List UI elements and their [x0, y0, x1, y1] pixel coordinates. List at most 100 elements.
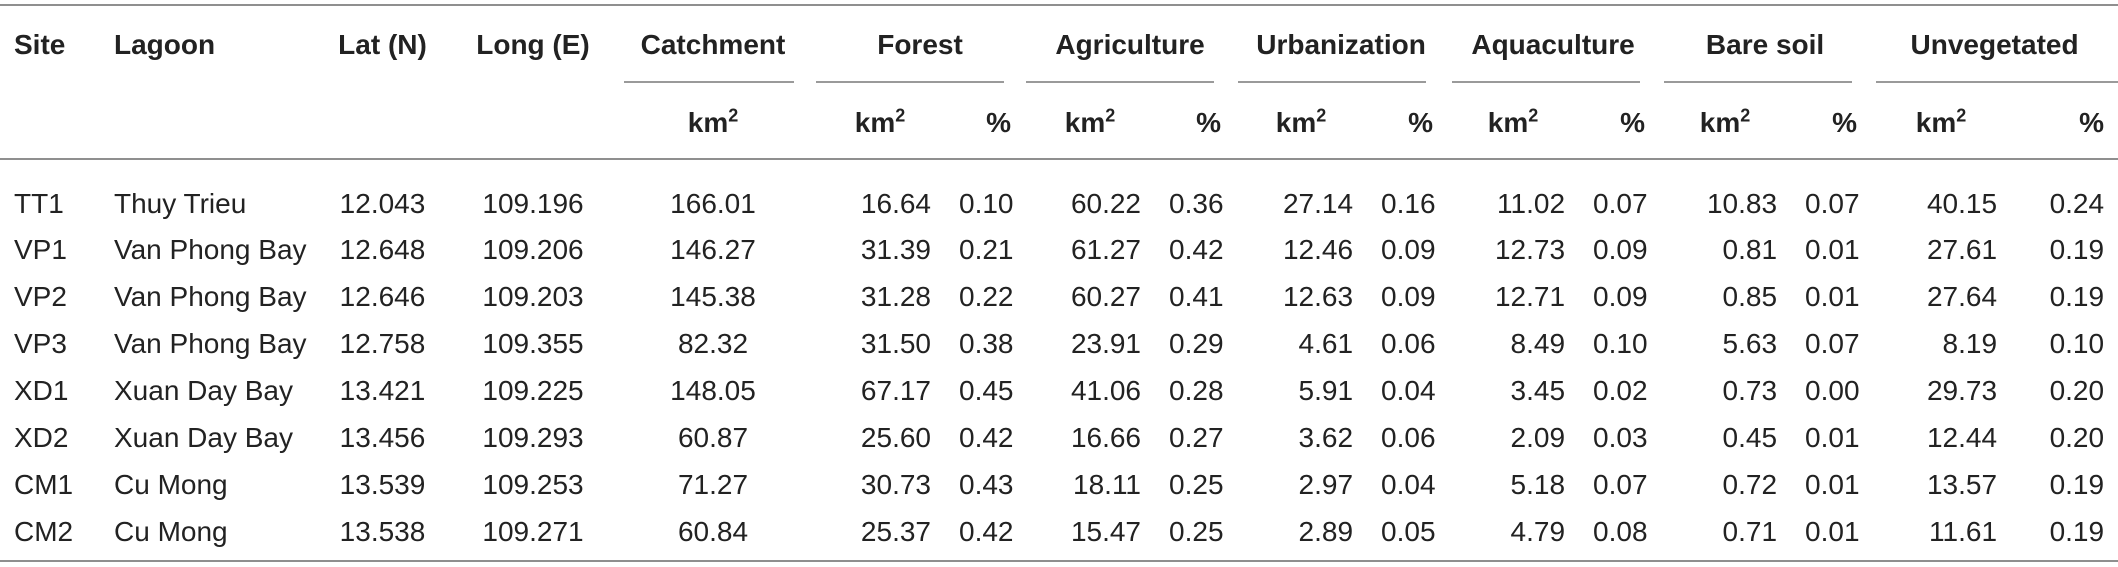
cell-bare-soil-km2: 5.63: [1722, 327, 1778, 359]
table-top-rule: [0, 4, 2118, 6]
cell-agriculture-km2: 23.91: [1070, 327, 1142, 359]
cell-bare-soil-km2: 0.45: [1722, 421, 1778, 453]
cell-forest-km2: 16.64: [860, 188, 931, 219]
cell-long: 109.206: [482, 233, 584, 265]
cell-lagoon: Cu Mong: [114, 515, 228, 547]
cell-urbanization-km2: 5.91: [1298, 374, 1354, 406]
table-row: XD1 Xuan Day Bay 13.421 109.225 148.05 6…: [0, 367, 2118, 414]
cell-site: TT1: [14, 188, 64, 219]
cell-aquaculture-pct: 0.09: [1593, 233, 1648, 265]
cell-agriculture-km2: 16.66: [1070, 421, 1142, 453]
cell-catchment-km2: 60.87: [677, 421, 749, 453]
cell-unvegetated-pct: 0.20: [2049, 421, 2105, 453]
cell-lat: 13.539: [339, 468, 426, 500]
cell-aquaculture-km2: 12.73: [1494, 233, 1566, 265]
cell-bare-soil-km2: 10.83: [1706, 188, 1778, 219]
cell-agriculture-pct: 0.28: [1169, 374, 1224, 406]
cell-forest-km2: 30.73: [860, 468, 931, 500]
cell-long: 109.253: [482, 468, 584, 500]
cell-forest-pct: 0.43: [959, 468, 1014, 500]
cell-catchment-km2: 146.27: [670, 233, 756, 265]
cell-agriculture-km2: 41.06: [1070, 374, 1142, 406]
cell-site: VP2: [14, 280, 67, 312]
cell-bare-soil-km2: 0.85: [1722, 280, 1778, 312]
cell-aquaculture-km2: 2.09: [1510, 421, 1566, 453]
cell-forest-pct: 0.10: [959, 188, 1014, 219]
cell-lat: 13.456: [339, 421, 426, 453]
cell-urbanization-km2: 12.63: [1282, 280, 1354, 312]
cell-aquaculture-pct: 0.07: [1593, 188, 1648, 219]
cell-unvegetated-pct: 0.10: [2049, 327, 2105, 359]
unit-forest-pct: %: [986, 107, 1012, 138]
cell-lagoon: Thuy Trieu: [114, 188, 247, 219]
cell-forest-pct: 0.22: [959, 280, 1014, 312]
unit-catchment-km2: km2: [687, 105, 739, 138]
cell-bare-soil-km2: 0.81: [1722, 233, 1778, 265]
cell-unvegetated-km2: 8.19: [1942, 327, 1998, 359]
cell-unvegetated-pct: 0.19: [2049, 515, 2105, 547]
cell-bare-soil-pct: 0.01: [1805, 280, 1860, 312]
cell-lat: 12.043: [339, 188, 426, 219]
table-row: VP2 Van Phong Bay 12.646 109.203 145.38 …: [0, 273, 2118, 320]
cell-urbanization-km2: 2.89: [1298, 515, 1354, 547]
cell-aquaculture-pct: 0.09: [1593, 280, 1648, 312]
cell-lagoon: Xuan Day Bay: [114, 374, 293, 406]
cell-urbanization-km2: 12.46: [1282, 233, 1354, 265]
header-long: Long (E): [476, 29, 590, 60]
header-urbanization: Urbanization: [1256, 29, 1426, 60]
cell-forest-km2: 25.37: [860, 515, 931, 547]
cell-lat: 12.648: [339, 233, 426, 265]
cell-catchment-km2: 60.84: [677, 515, 749, 547]
unit-forest-km2: km2: [854, 105, 906, 138]
cell-lat: 12.646: [339, 280, 426, 312]
cell-catchment-km2: 166.01: [670, 188, 756, 219]
cell-forest-km2: 67.17: [860, 374, 931, 406]
cell-agriculture-pct: 0.41: [1169, 280, 1224, 312]
cell-agriculture-pct: 0.42: [1169, 233, 1224, 265]
table-row: CM1 Cu Mong 13.539 109.253 71.27 30.73 0…: [0, 461, 2118, 508]
aquaculture-group-underline: [1452, 81, 1640, 83]
bare-soil-group-underline: [1664, 81, 1852, 83]
table-row: TT1 Thuy Trieu 12.043 109.196 166.01 16.…: [0, 162, 2118, 226]
cell-urbanization-pct: 0.16: [1381, 188, 1436, 219]
cell-agriculture-pct: 0.29: [1169, 327, 1224, 359]
cell-unvegetated-km2: 29.73: [1926, 374, 1998, 406]
cell-site: XD1: [14, 374, 69, 406]
table-header-rule: [0, 158, 2118, 160]
cell-forest-km2: 31.39: [860, 233, 931, 265]
header-units-blank: [0, 84, 100, 162]
unit-agriculture-pct: %: [1196, 107, 1222, 138]
cell-urbanization-km2: 3.62: [1298, 421, 1354, 453]
unit-urbanization-km2: km2: [1275, 105, 1327, 138]
cell-aquaculture-pct: 0.02: [1593, 374, 1648, 406]
cell-urbanization-pct: 0.04: [1381, 374, 1436, 406]
cell-bare-soil-pct: 0.01: [1805, 421, 1860, 453]
unit-urbanization-pct: %: [1408, 107, 1434, 138]
cell-forest-pct: 0.42: [959, 515, 1014, 547]
land-use-table: Site Lagoon Lat (N) Long (E) Catchment F…: [0, 29, 2118, 547]
cell-catchment-km2: 71.27: [677, 468, 749, 500]
cell-bare-soil-km2: 0.72: [1722, 468, 1778, 500]
header-units-blank: [310, 84, 455, 162]
cell-bare-soil-pct: 0.01: [1805, 233, 1860, 265]
urbanization-group-underline: [1238, 81, 1426, 83]
cell-bare-soil-pct: 0.01: [1805, 515, 1860, 547]
unit-bare-soil-km2: km2: [1699, 105, 1751, 138]
unit-unvegetated-pct: %: [2079, 107, 2105, 138]
cell-agriculture-pct: 0.36: [1169, 188, 1224, 219]
cell-agriculture-pct: 0.25: [1169, 515, 1224, 547]
cell-forest-km2: 25.60: [860, 421, 931, 453]
header-catchment: Catchment: [640, 29, 786, 60]
cell-unvegetated-km2: 13.57: [1926, 468, 1998, 500]
cell-forest-pct: 0.45: [959, 374, 1014, 406]
cell-aquaculture-km2: 5.18: [1510, 468, 1566, 500]
forest-group-underline: [816, 81, 1004, 83]
cell-long: 109.196: [482, 188, 584, 219]
cell-unvegetated-pct: 0.24: [2049, 188, 2105, 219]
cell-unvegetated-pct: 0.19: [2049, 468, 2105, 500]
cell-site: CM2: [14, 515, 74, 547]
cell-forest-km2: 31.50: [860, 327, 931, 359]
cell-long: 109.355: [482, 327, 584, 359]
cell-urbanization-pct: 0.05: [1381, 515, 1436, 547]
